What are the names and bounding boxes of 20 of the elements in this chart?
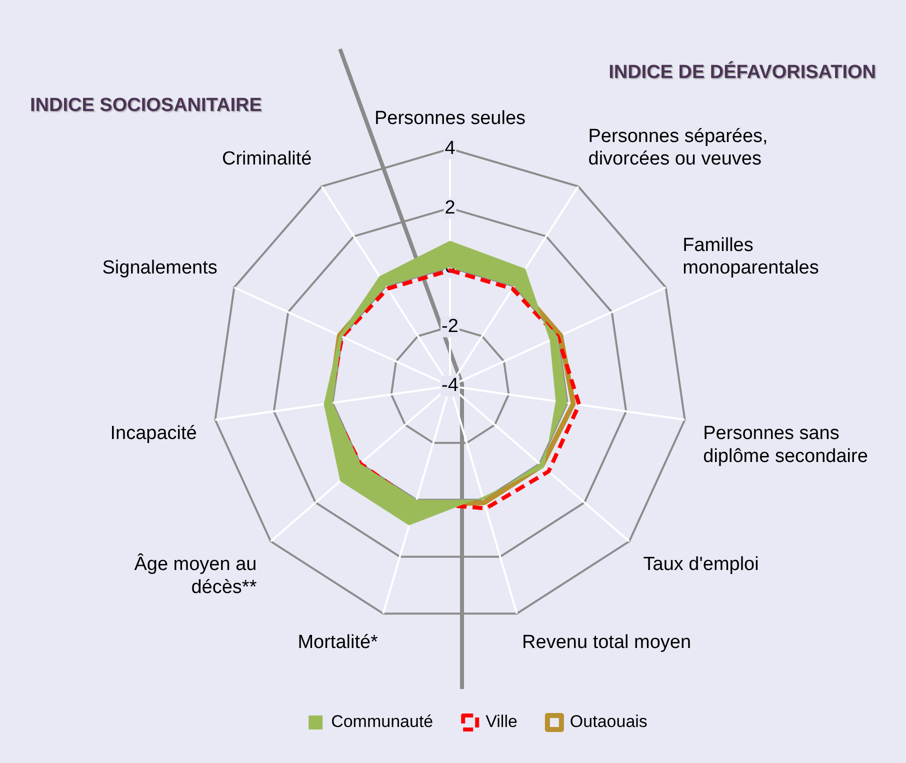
spoke-label: Personnes sans diplôme secondaire	[703, 423, 868, 467]
spoke-label: Revenu total moyen	[522, 632, 692, 654]
legend-label: Ville	[486, 712, 518, 732]
y-tick-label: 2	[444, 197, 456, 218]
spoke-label: Criminalité	[222, 148, 312, 170]
spoke-label: Familles monoparentales	[682, 234, 819, 279]
spoke-label: Personnes seules	[374, 108, 526, 130]
spoke-label: Signalements	[102, 258, 218, 279]
text: INDICE DE DÉFAVORISATION	[608, 62, 876, 84]
spoke-label: Incapacité	[110, 423, 197, 444]
legend-label: Communauté	[331, 712, 434, 732]
legend-label: Outaouais	[570, 712, 648, 732]
spoke-label: Personnes séparées, divorcées ou veuves	[588, 126, 768, 170]
y-tick-label: -4	[442, 375, 459, 396]
spoke-label: Taux d'emploi	[643, 554, 759, 576]
spoke-label: Âge moyen au décès**	[134, 553, 258, 598]
spoke-label: Mortalité*	[298, 632, 379, 654]
text: INDICE SOCIOSANITAIRE	[30, 95, 262, 117]
y-tick-label: -2	[442, 316, 458, 337]
y-tick-label: 4	[444, 138, 456, 160]
